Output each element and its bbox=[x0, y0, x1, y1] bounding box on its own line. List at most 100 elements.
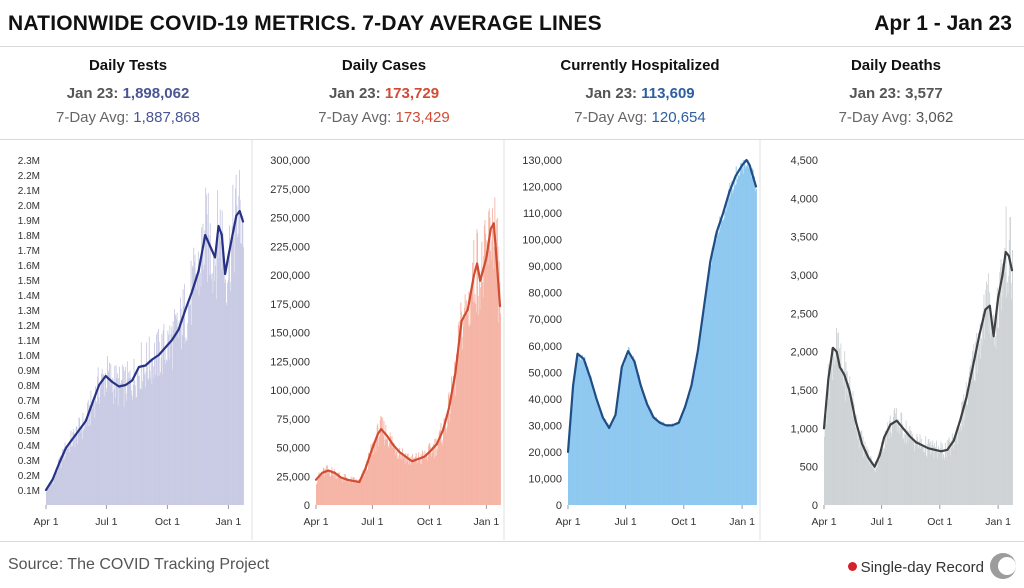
daily-bar bbox=[961, 401, 963, 505]
daily-bar bbox=[930, 441, 932, 505]
daily-bar bbox=[112, 403, 114, 505]
daily-bar bbox=[1003, 265, 1005, 505]
daily-bar bbox=[57, 459, 59, 505]
daily-bar bbox=[977, 373, 979, 505]
footer-divider bbox=[0, 541, 1024, 542]
daily-bar bbox=[999, 272, 1001, 505]
daily-bar bbox=[948, 439, 949, 505]
daily-bar bbox=[597, 403, 599, 505]
daily-bar bbox=[481, 241, 483, 505]
daily-bar bbox=[176, 312, 178, 505]
daily-bar bbox=[443, 418, 445, 505]
daily-bar bbox=[470, 294, 472, 505]
daily-bar bbox=[231, 226, 233, 505]
daily-bar bbox=[465, 300, 467, 505]
daily-bar bbox=[592, 387, 594, 505]
daily-bar bbox=[111, 382, 112, 505]
daily-bar bbox=[316, 484, 317, 505]
daily-bar bbox=[87, 402, 89, 505]
daily-bar bbox=[217, 190, 219, 505]
source-text: Source: The COVID Tracking Project bbox=[8, 556, 270, 573]
daily-bar bbox=[939, 453, 941, 505]
daily-bar bbox=[940, 441, 942, 505]
daily-bar bbox=[95, 386, 96, 505]
project-logo-icon bbox=[990, 553, 1016, 579]
daily-bar bbox=[215, 265, 217, 505]
daily-bar bbox=[829, 369, 831, 505]
daily-bar bbox=[457, 354, 459, 505]
x-tick-label: Apr 1 bbox=[33, 516, 58, 528]
daily-bar bbox=[320, 474, 322, 505]
daily-bar bbox=[368, 452, 369, 505]
daily-bars bbox=[46, 169, 244, 506]
daily-bar bbox=[982, 311, 984, 505]
daily-bar bbox=[126, 361, 128, 505]
daily-bar bbox=[638, 377, 640, 505]
daily-bar bbox=[377, 446, 379, 505]
daily-bar bbox=[450, 407, 452, 505]
daily-bar bbox=[100, 388, 102, 505]
daily-bar bbox=[355, 483, 356, 505]
y-tick-label: 2.3M bbox=[18, 156, 40, 167]
y-tick-label: 3,000 bbox=[790, 270, 818, 282]
x-axis: Apr 1 Jul 1 Oct 1 Jan 1 bbox=[303, 505, 499, 528]
daily-bar bbox=[153, 378, 155, 505]
daily-bar bbox=[381, 417, 382, 505]
daily-bar bbox=[951, 433, 953, 505]
x-tick-label: Oct 1 bbox=[417, 516, 442, 528]
daily-bar bbox=[339, 476, 341, 505]
y-tick-label: 1.1M bbox=[18, 336, 40, 347]
daily-bar bbox=[702, 317, 704, 505]
daily-bar bbox=[616, 409, 618, 505]
daily-bar bbox=[910, 430, 911, 505]
daily-bar bbox=[209, 223, 211, 505]
y-tick-label: 0 bbox=[812, 500, 818, 512]
daily-bar bbox=[122, 364, 124, 505]
daily-bar bbox=[496, 217, 498, 505]
daily-bar bbox=[964, 405, 966, 505]
daily-bar bbox=[905, 434, 906, 505]
daily-bar bbox=[105, 372, 106, 505]
daily-bar bbox=[493, 246, 495, 505]
daily-bar bbox=[676, 423, 678, 505]
daily-bar bbox=[477, 295, 479, 505]
daily-bar bbox=[749, 164, 751, 505]
daily-bar bbox=[849, 395, 851, 505]
daily-bar bbox=[340, 477, 342, 505]
daily-bar bbox=[242, 215, 244, 505]
daily-bar bbox=[422, 452, 424, 505]
daily-bar bbox=[836, 333, 838, 505]
daily-bar bbox=[188, 297, 190, 505]
daily-bar bbox=[65, 451, 67, 505]
daily-bar bbox=[415, 456, 417, 505]
daily-bar bbox=[675, 422, 677, 505]
y-tick-label: 200,000 bbox=[270, 270, 310, 282]
daily-bar bbox=[704, 305, 706, 505]
daily-bar bbox=[374, 438, 376, 505]
daily-bar bbox=[124, 366, 126, 505]
y-tick-label: 75,000 bbox=[276, 414, 310, 426]
daily-bar bbox=[72, 431, 74, 505]
daily-bar bbox=[824, 436, 825, 505]
daily-bar bbox=[883, 447, 885, 505]
daily-bar bbox=[660, 421, 662, 505]
daily-bar bbox=[360, 476, 362, 505]
daily-bar bbox=[51, 480, 53, 505]
daily-bar bbox=[140, 388, 142, 505]
daily-bar bbox=[423, 455, 425, 505]
daily-bar bbox=[966, 404, 968, 505]
daily-bar bbox=[75, 426, 77, 505]
daily-bar bbox=[185, 337, 187, 505]
daily-bar bbox=[730, 196, 731, 505]
daily-bar bbox=[844, 400, 846, 505]
daily-bar bbox=[121, 380, 123, 505]
daily-bar bbox=[485, 233, 487, 506]
daily-bar bbox=[898, 419, 899, 505]
daily-bar bbox=[191, 265, 193, 505]
daily-bar bbox=[571, 408, 573, 505]
x-tick-label: Oct 1 bbox=[927, 516, 952, 528]
stat-currently-hospitalized: Currently Hospitalized Jan 23: 113,609 7… bbox=[512, 56, 768, 128]
daily-bar bbox=[64, 442, 66, 505]
daily-bar bbox=[96, 403, 98, 505]
daily-bar bbox=[317, 479, 319, 505]
